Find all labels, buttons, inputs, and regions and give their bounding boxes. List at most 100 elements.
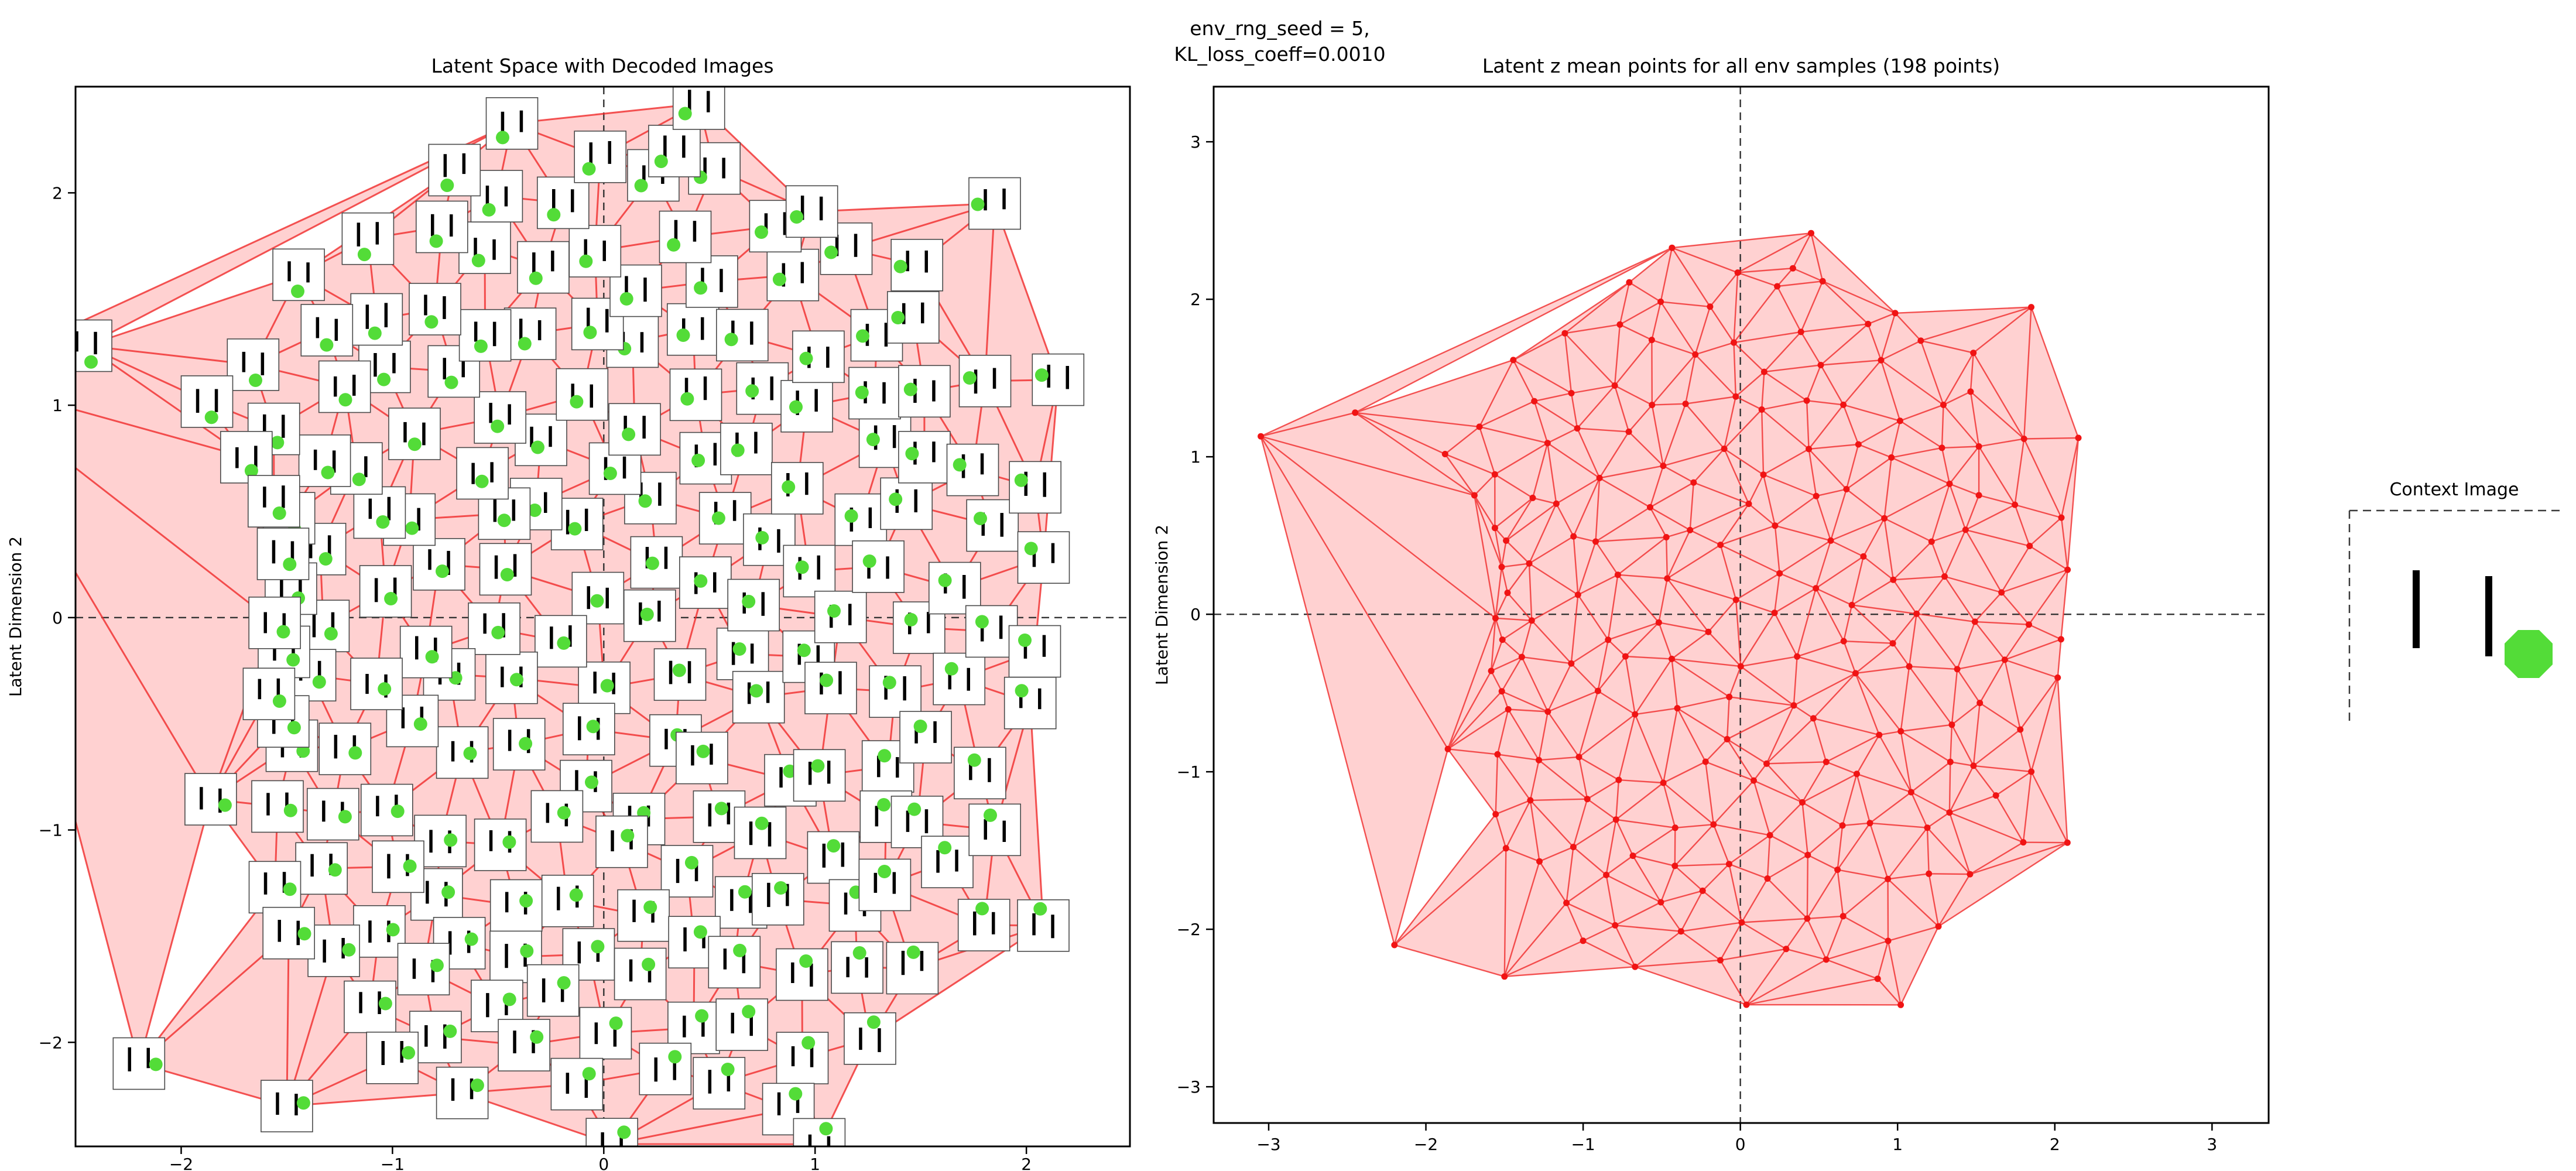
- latent-point: [1498, 563, 1505, 570]
- green-ball-icon: [244, 464, 258, 478]
- decoded-image-thumbnail: [479, 543, 532, 596]
- decoded-image-thumbnail: [256, 528, 310, 580]
- vertical-bar-icon: [722, 157, 725, 179]
- thumbnail-frame: [720, 422, 773, 475]
- vertical-bar-icon: [865, 957, 868, 978]
- vertical-bar-icon: [327, 535, 331, 559]
- green-ball-icon: [276, 625, 290, 639]
- vertical-bar-icon: [884, 323, 888, 347]
- thumbnail-frame: [734, 806, 787, 860]
- vertical-bar-icon: [932, 441, 936, 463]
- thumbnail-frame: [793, 749, 846, 802]
- decoded-image-thumbnail: [693, 1057, 746, 1110]
- latent-point: [1834, 867, 1841, 873]
- decoded-image-thumbnail: [968, 803, 1021, 857]
- latent-point: [1664, 575, 1671, 582]
- latent-point: [1471, 492, 1478, 499]
- green-ball-icon: [676, 328, 690, 342]
- green-ball-icon: [882, 676, 896, 690]
- thumbnail-frame: [353, 486, 406, 539]
- vertical-bar-icon: [805, 472, 809, 495]
- green-ball-icon: [827, 604, 841, 618]
- latent-point: [1660, 779, 1667, 786]
- vertical-bar-icon: [287, 261, 291, 282]
- green-ball-icon: [694, 281, 708, 295]
- thumbnail-frame: [1003, 676, 1057, 730]
- vertical-bar-icon: [826, 347, 830, 368]
- decoded-image-thumbnail: [766, 248, 820, 302]
- latent-point: [1528, 617, 1535, 624]
- vertical-bar-icon: [494, 555, 498, 579]
- vertical-bar-icon: [841, 842, 845, 867]
- latent-point: [1726, 693, 1733, 700]
- green-ball-icon: [440, 179, 454, 192]
- latent-point: [1774, 283, 1781, 290]
- latent-point: [1724, 736, 1731, 742]
- vertical-bar-icon: [632, 899, 636, 922]
- vertical-bar-icon: [306, 262, 310, 283]
- vertical-bar-icon: [422, 422, 426, 446]
- thumbnail-frame: [669, 368, 722, 422]
- green-ball-icon: [600, 679, 614, 693]
- green-ball-icon: [645, 556, 659, 570]
- vertical-bar-icon: [426, 881, 429, 904]
- decoded-image-thumbnail: [295, 842, 348, 895]
- latent-point: [1890, 576, 1897, 583]
- vertical-bar-icon: [902, 303, 906, 324]
- green-ball-icon: [905, 447, 919, 461]
- vertical-bar-icon: [701, 1016, 705, 1037]
- vertical-bar-icon: [364, 456, 368, 477]
- decoded-image-thumbnail: [386, 694, 439, 748]
- decoded-image-thumbnail: [1032, 353, 1085, 406]
- thumbnail-frame: [485, 97, 539, 150]
- latent-point: [1906, 663, 1913, 670]
- latent-point: [1605, 636, 1612, 643]
- green-ball-icon: [405, 521, 419, 535]
- thumbnail-frame: [359, 565, 412, 618]
- vertical-bar-icon: [501, 111, 505, 132]
- latent-point: [2001, 656, 2008, 663]
- vertical-bar-icon: [285, 792, 289, 813]
- green-ball-icon: [1014, 473, 1028, 487]
- vertical-bar-icon: [584, 508, 588, 531]
- vertical-bar-icon: [727, 802, 731, 824]
- vertical-bar-icon: [334, 376, 337, 397]
- vertical-bar-icon: [365, 304, 369, 329]
- vertical-bar-icon: [810, 963, 813, 987]
- green-ball-icon: [590, 594, 604, 608]
- thumbnail-frame: [585, 1118, 639, 1146]
- decoded-image-thumbnail: [752, 873, 804, 926]
- latent-point: [1622, 653, 1629, 660]
- green-ball-icon: [430, 958, 444, 973]
- x-tick-label: 2: [1021, 1155, 1032, 1171]
- vertical-bar-icon: [352, 375, 356, 396]
- latent-point: [1790, 702, 1797, 709]
- vertical-bar-icon: [519, 319, 523, 343]
- latent-point: [1575, 754, 1582, 761]
- latent-point: [1799, 799, 1806, 806]
- vertical-bar-icon: [1038, 688, 1042, 710]
- vertical-bar-icon: [508, 730, 512, 751]
- vertical-bar-icon: [974, 369, 978, 394]
- vertical-bar-icon: [877, 755, 881, 778]
- vertical-bar-icon: [266, 793, 270, 816]
- vertical-bar-icon: [374, 353, 377, 377]
- latent-point: [1561, 330, 1568, 337]
- latent-point: [1962, 526, 1969, 533]
- latent-point: [1699, 887, 1706, 894]
- thumbnail-frame: [388, 408, 441, 460]
- thumbnail-frame: [933, 652, 985, 706]
- latent-point: [1852, 670, 1859, 677]
- vertical-bar-icon: [808, 1134, 812, 1146]
- thumbnail-frame: [503, 307, 557, 360]
- vertical-bar-icon: [992, 368, 996, 389]
- latent-point: [2064, 566, 2071, 573]
- latent-point: [1860, 553, 1867, 560]
- latent-point: [1725, 861, 1732, 868]
- vertical-bar-icon: [489, 830, 493, 851]
- vertical-bar-icon: [512, 499, 516, 521]
- thumbnail-frame: [1008, 625, 1061, 678]
- decoded-image-thumbnail: [574, 131, 627, 183]
- vertical-bar-icon: [664, 546, 668, 569]
- latent-point: [1940, 402, 1947, 408]
